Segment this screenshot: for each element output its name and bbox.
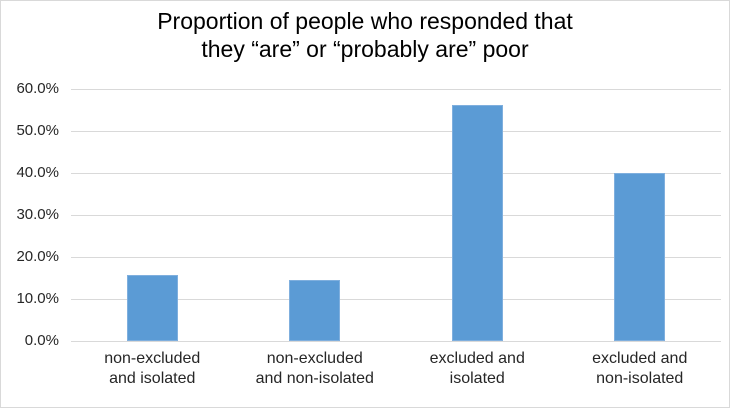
chart-title: Proportion of people who responded that … bbox=[1, 7, 729, 63]
gridline bbox=[71, 131, 721, 132]
y-axis-tick-label: 40.0% bbox=[16, 164, 59, 181]
bar-4 bbox=[614, 173, 666, 341]
x-axis-category-label: excluded and non-isolated bbox=[592, 350, 688, 387]
y-axis-tick-label: 30.0% bbox=[16, 206, 59, 223]
y-axis-tick-label: 60.0% bbox=[16, 80, 59, 97]
y-axis-tick-label: 10.0% bbox=[16, 290, 59, 307]
bar-2 bbox=[289, 280, 341, 341]
x-axis-category-label: non-excluded and non-isolated bbox=[255, 350, 374, 387]
x-axis-category-label: excluded and isolated bbox=[429, 350, 525, 387]
y-axis-tick-label: 50.0% bbox=[16, 122, 59, 139]
bar-3 bbox=[451, 104, 503, 341]
gridline bbox=[71, 173, 721, 174]
gridline bbox=[71, 89, 721, 90]
gridline bbox=[71, 299, 721, 300]
gridline bbox=[71, 257, 721, 258]
x-axis-category-label: non-excluded and isolated bbox=[104, 350, 201, 387]
chart-title-line-1: Proportion of people who responded that bbox=[157, 8, 573, 34]
y-axis-tick-label: 0.0% bbox=[24, 332, 59, 349]
gridline bbox=[71, 215, 721, 216]
bar-1 bbox=[126, 275, 178, 341]
gridline bbox=[71, 341, 721, 342]
y-axis-tick-label: 20.0% bbox=[16, 248, 59, 265]
chart-title-line-2: they “are” or “probably are” poor bbox=[201, 36, 529, 62]
